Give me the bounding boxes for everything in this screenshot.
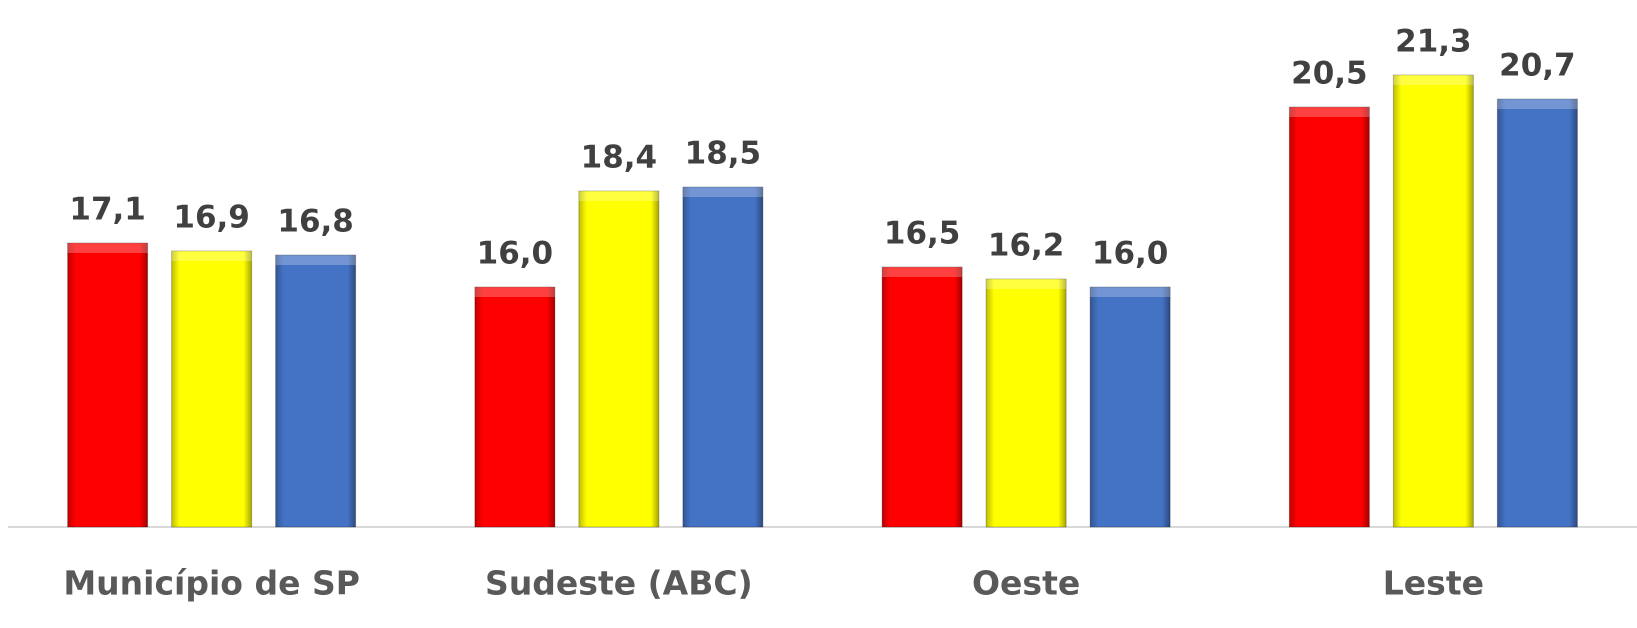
bar-shade (682, 187, 763, 527)
bar-bevel (1393, 75, 1474, 85)
bar-shade (1090, 287, 1171, 527)
value-label: 18,5 (685, 136, 762, 172)
bar-bevel (682, 187, 763, 197)
value-label: 18,4 (581, 140, 658, 176)
bar-shade (1393, 75, 1474, 527)
bar-shade (578, 191, 659, 527)
bar-shade (171, 251, 252, 527)
bar-shade (986, 279, 1067, 527)
bar-bevel (1289, 107, 1370, 117)
value-label: 21,3 (1395, 24, 1472, 60)
bar-bevel (1497, 99, 1578, 109)
bar-shade (1497, 99, 1578, 527)
value-label: 16,8 (277, 204, 354, 240)
value-label: 20,7 (1499, 48, 1576, 84)
bar-bevel (986, 279, 1067, 289)
bar-bevel (578, 191, 659, 201)
bar-shade (882, 267, 963, 527)
bar-bevel (474, 287, 555, 297)
bar-bevel (882, 267, 963, 277)
x-tick-label: Sudeste (ABC) (485, 564, 753, 603)
x-tick-label: Leste (1383, 564, 1484, 603)
x-tick-label: Oeste (972, 564, 1080, 603)
value-label: 16,2 (988, 228, 1065, 264)
value-label: 20,5 (1291, 56, 1368, 92)
value-label: 16,0 (1092, 236, 1169, 272)
bar-bevel (275, 255, 356, 265)
bar-shade (275, 255, 356, 527)
value-label: 16,0 (477, 236, 554, 272)
bar-shade (1289, 107, 1370, 527)
bar-bevel (67, 243, 148, 253)
value-label: 17,1 (69, 192, 146, 228)
bar-bevel (171, 251, 252, 261)
value-label: 16,9 (173, 200, 250, 236)
bar-shade (474, 287, 555, 527)
x-tick-label: Município de SP (63, 564, 360, 603)
bar-shade (67, 243, 148, 527)
value-label: 16,5 (884, 216, 961, 252)
bar-bevel (1090, 287, 1171, 297)
